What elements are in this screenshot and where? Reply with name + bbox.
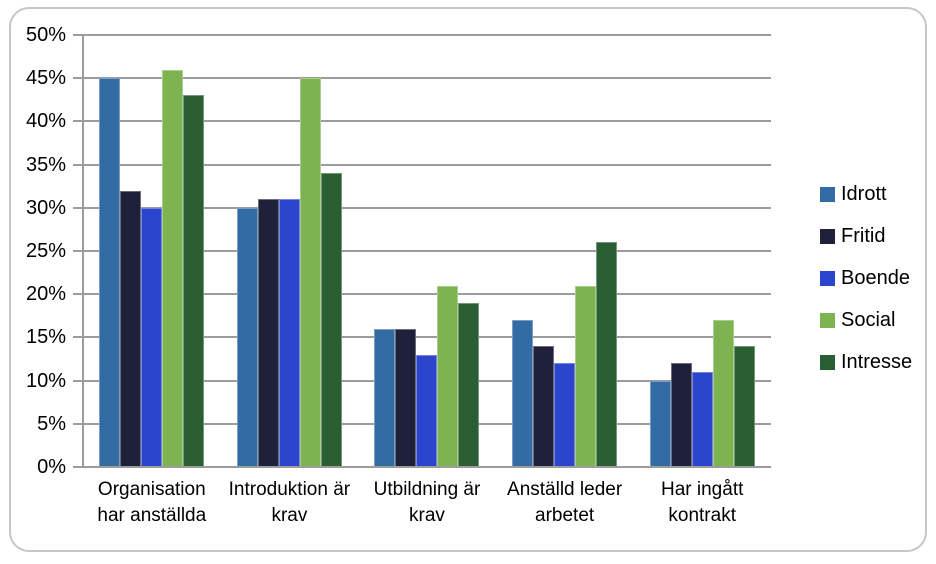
y-axis-tick [73, 379, 83, 382]
bar-boende [554, 363, 576, 467]
y-tick-label: 35% [25, 153, 66, 176]
x-category-label: Utbildning är krav [373, 479, 481, 526]
bar-fritid [670, 363, 692, 467]
bar-intresse [458, 302, 480, 467]
bar-boende [691, 371, 713, 467]
x-category-label: Introduktion är krav [228, 479, 351, 526]
gridline [83, 34, 771, 36]
bar-group [633, 35, 771, 467]
bar-intresse [733, 346, 755, 467]
bar-group [358, 35, 496, 467]
bar-social [712, 320, 734, 467]
bar-social [575, 285, 597, 467]
y-axis-tick [73, 206, 83, 209]
bar-group [221, 35, 359, 467]
chart-frame-border [9, 7, 927, 552]
y-tick-label: 25% [25, 240, 66, 262]
bar-idrott [236, 207, 258, 467]
y-axis-tick [73, 466, 83, 468]
legend-item-idrott: Idrott [820, 183, 912, 205]
legend-swatch-icon [820, 186, 835, 202]
gridline [83, 293, 771, 296]
legend-swatch-icon [820, 228, 835, 244]
bar-intresse [596, 242, 618, 467]
y-axis-tick [73, 34, 83, 36]
bar-intresse [183, 95, 205, 467]
bar-intresse [320, 173, 342, 467]
y-tick-label: 40% [25, 110, 66, 133]
legend-swatch-icon [820, 312, 835, 328]
y-tick-label: 30% [25, 196, 66, 219]
y-axis-tick [73, 336, 83, 339]
gridline [83, 250, 771, 252]
legend-label: Social [841, 309, 896, 331]
y-axis-tick [73, 163, 83, 166]
y-tick-label: 20% [25, 283, 66, 306]
x-axis-line [82, 466, 771, 468]
bar-idrott [374, 328, 396, 467]
gridline [83, 163, 771, 166]
legend-item-boende: Boende [820, 267, 912, 289]
legend-item-intresse: Intresse [820, 351, 913, 373]
gridline [83, 206, 771, 209]
bar-fritid [395, 328, 417, 467]
y-tick-label: 15% [25, 326, 66, 349]
y-axis-tick [73, 422, 83, 425]
x-category-label: Anställd leder arbetet [507, 479, 623, 526]
bar-social [437, 285, 459, 467]
bar-idrott [99, 78, 121, 467]
legend-swatch-icon [820, 270, 835, 286]
x-category-label: Har ingått kontrakt [661, 479, 744, 526]
y-axis-tick [73, 77, 83, 80]
y-tick-label: 45% [25, 67, 66, 90]
y-axis-tick [73, 293, 83, 296]
legend-label: Boende [841, 267, 910, 289]
y-axis-tick [73, 120, 83, 123]
bar-fritid [120, 190, 142, 467]
gridline [83, 120, 771, 123]
y-axis-line [82, 35, 84, 467]
y-axis-tick [73, 250, 83, 252]
legend-label: Intresse [841, 351, 913, 373]
y-tick-label: 10% [25, 369, 66, 392]
bar-idrott [649, 380, 671, 467]
legend-swatch-icon [820, 354, 835, 370]
legend: Idrott Fritid Boende Social Intresse [820, 183, 913, 396]
gridline [83, 77, 771, 80]
x-category-label: Organisation har anställda [97, 479, 207, 526]
bar-group [83, 35, 221, 467]
bar-idrott [512, 320, 534, 467]
y-tick-label: 5% [37, 412, 66, 435]
bar-fritid [257, 199, 279, 467]
y-tick-label: 50% [25, 24, 66, 46]
bar-boende [416, 354, 438, 467]
gridline [83, 336, 771, 339]
bar-group [496, 35, 634, 467]
legend-label: Fritid [841, 225, 886, 247]
bar-social [162, 69, 184, 467]
bar-boende [278, 199, 300, 467]
bar-social [299, 78, 321, 467]
y-tick-label: 0% [37, 456, 66, 478]
bar-fritid [533, 346, 555, 467]
plot-area [73, 34, 771, 468]
legend-item-social: Social [820, 309, 912, 331]
legend-item-fritid: Fritid [820, 225, 912, 247]
bar-boende [141, 207, 163, 467]
legend-label: Idrott [841, 183, 887, 205]
